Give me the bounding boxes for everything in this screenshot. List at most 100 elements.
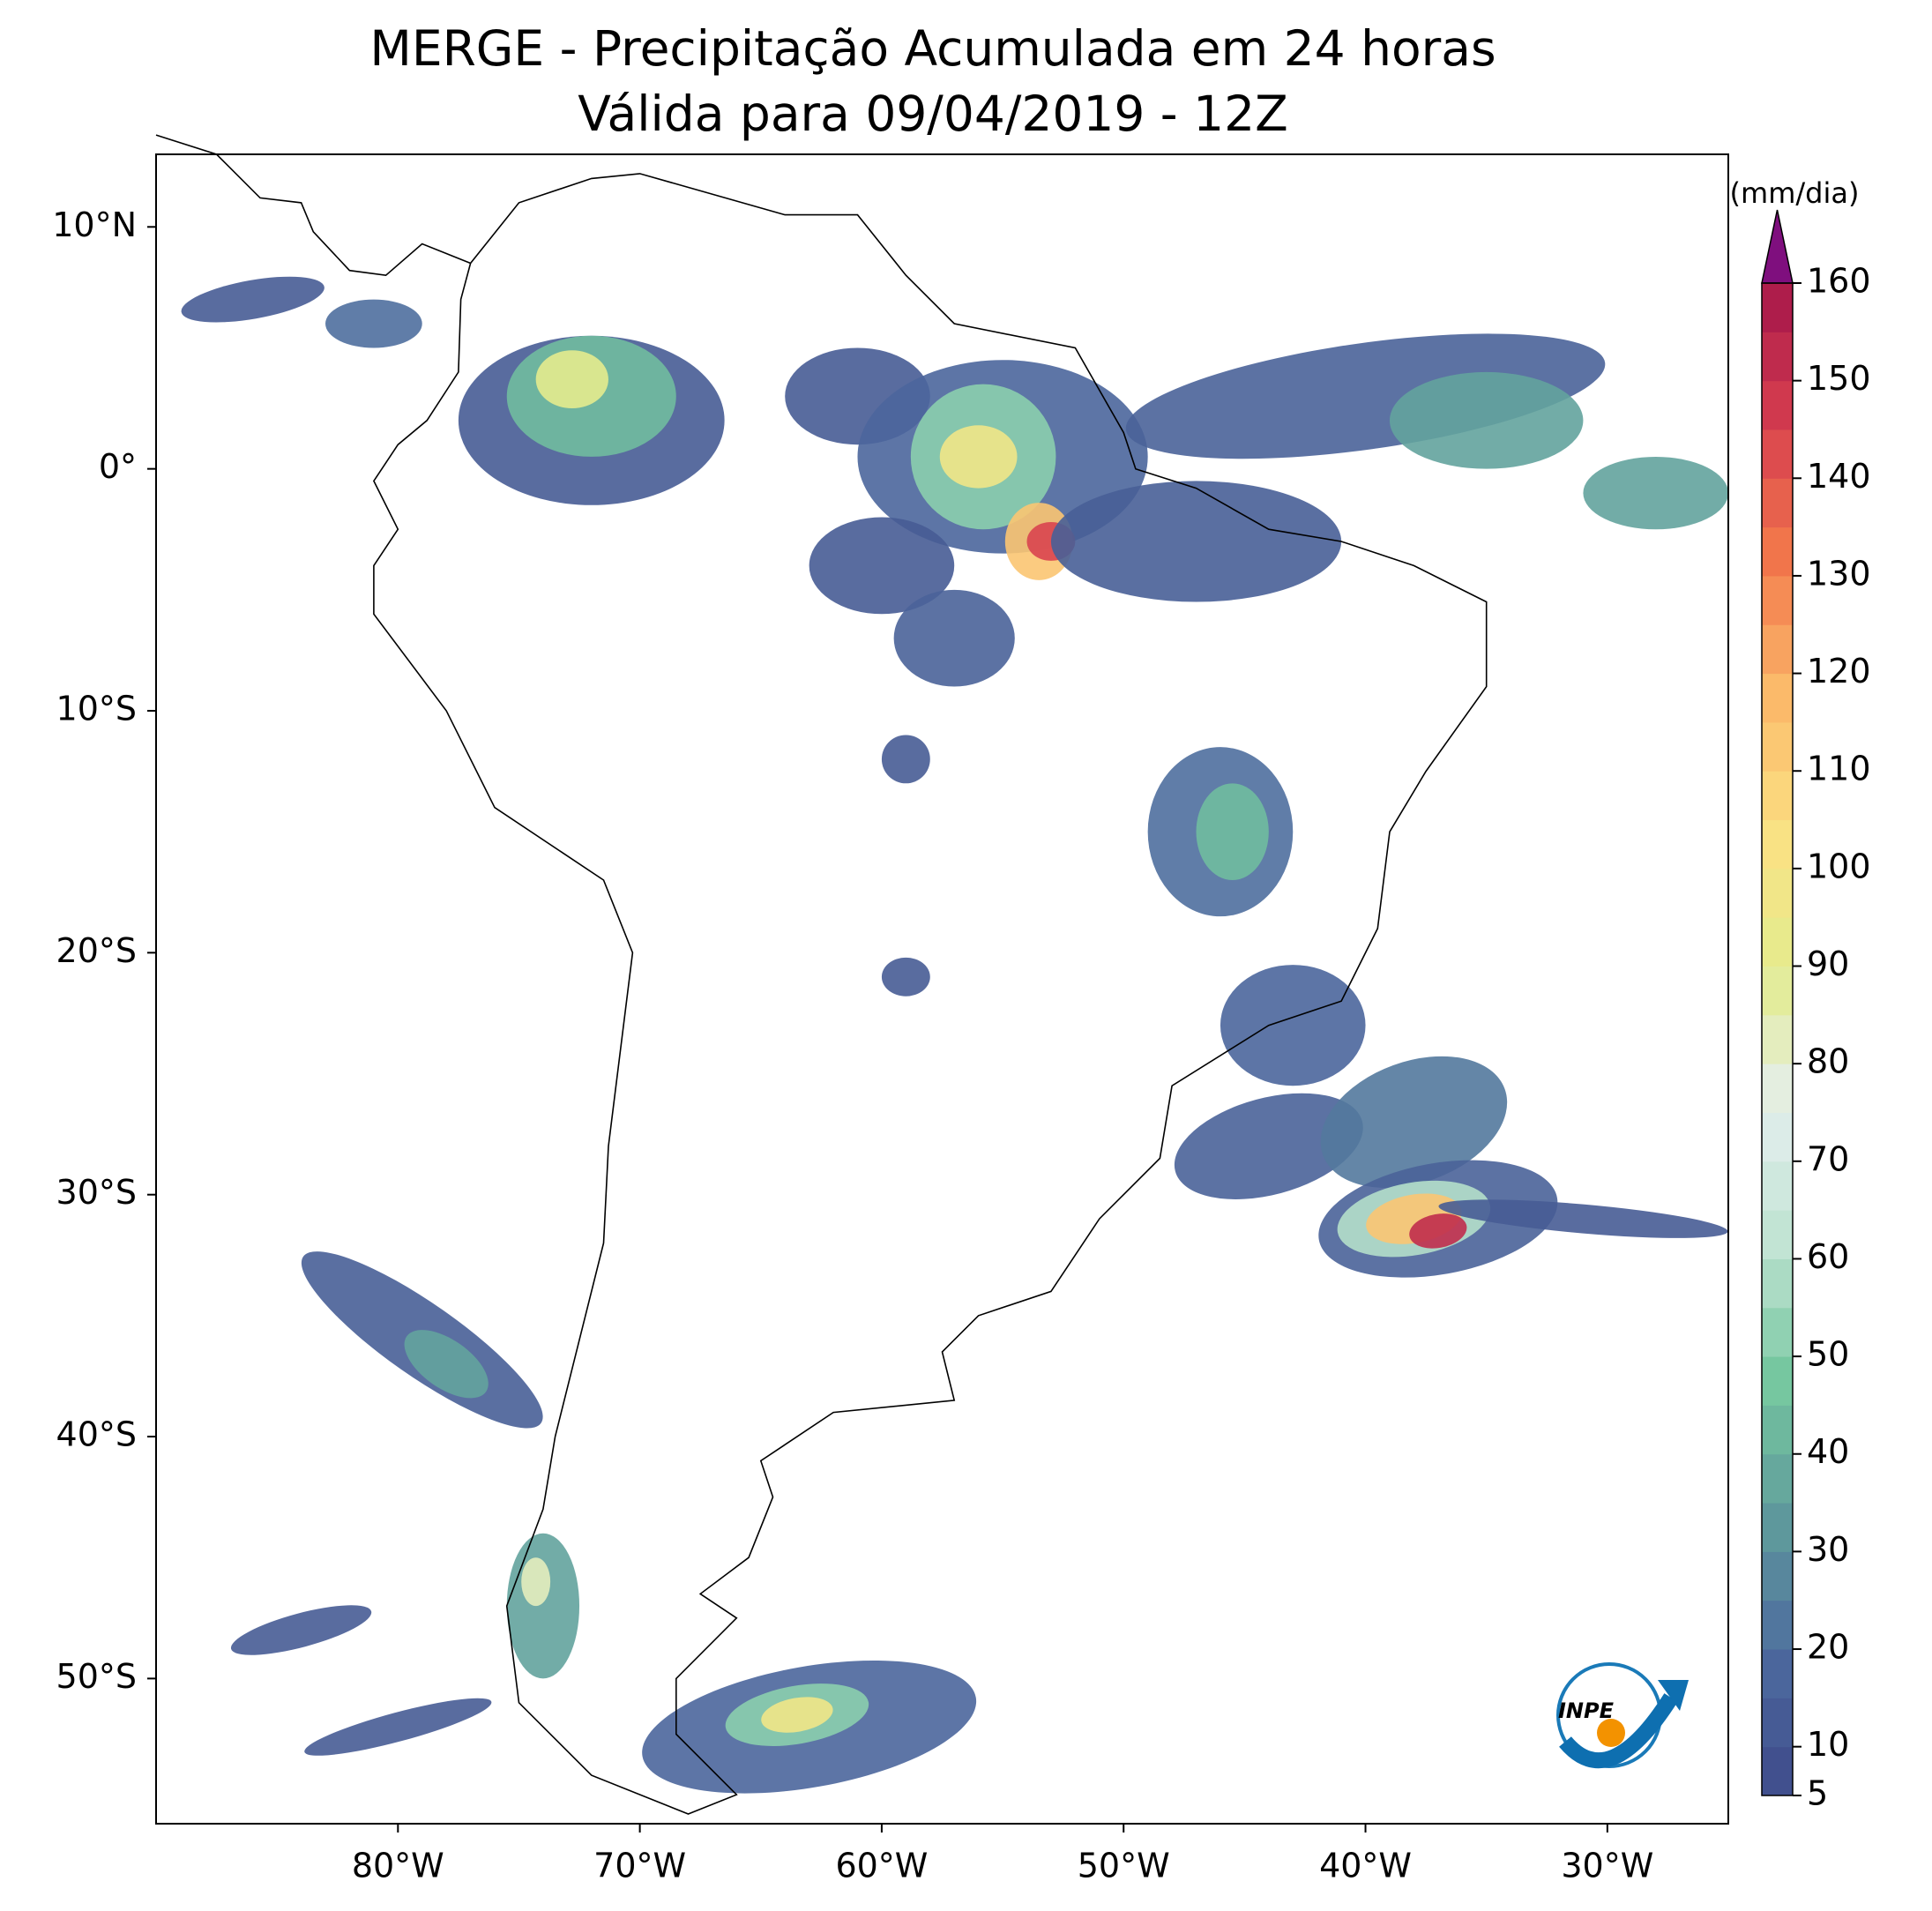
colorbar-segment: [1762, 380, 1793, 430]
rain-area: [1174, 1093, 1363, 1199]
colorbar-segment: [1762, 1356, 1793, 1406]
rain-area: [881, 735, 930, 784]
map-frame: [155, 153, 1729, 1825]
colorbar-tick-label: 110: [1807, 750, 1871, 788]
colorbar-tick-label: 150: [1807, 359, 1871, 398]
rain-area: [1320, 1056, 1508, 1188]
colorbar-segment: [1762, 332, 1793, 382]
colorbar-tick-label: 120: [1807, 652, 1871, 690]
title-line: MERGE - Precipitação Acumulada em 24 hor…: [369, 20, 1496, 77]
colorbar-tick-label: 20: [1807, 1628, 1849, 1667]
colorbar-segment: [1762, 575, 1793, 625]
colorbar-segment: [1762, 478, 1793, 528]
colorbar-segment: [1762, 1307, 1793, 1357]
colorbar-segment: [1762, 1453, 1793, 1504]
colorbar-label: (mm/dia): [1730, 176, 1860, 210]
rain-area: [1438, 1199, 1728, 1238]
rain-area: [1389, 371, 1584, 469]
rain-area: [881, 957, 930, 997]
precipitation-field: [181, 276, 1728, 1794]
coastline: [372, 173, 1488, 1815]
colorbar-tick-label: 40: [1807, 1432, 1849, 1471]
y-tick-label: 10°N: [52, 205, 137, 244]
colorbar-tick-label: 30: [1807, 1530, 1849, 1569]
y-tick-label: 10°S: [56, 690, 137, 728]
rain-area: [230, 1605, 372, 1655]
rain-area: [1125, 333, 1606, 459]
colorbar-segment: [1762, 1405, 1793, 1455]
rain-area: [521, 1557, 551, 1607]
rain-area: [325, 299, 422, 348]
rain-area: [506, 1533, 580, 1679]
colorbar-segment: [1762, 673, 1793, 723]
colorbar-tick-label: 100: [1807, 847, 1871, 885]
colorbar: (mm/dia) 5 10 20 30 40 50 60 70 80 90 100 110 120 130 1…: [1730, 176, 1871, 1813]
rain-area: [535, 350, 608, 409]
x-tick-label: 80°W: [352, 1847, 444, 1885]
rain-area: [939, 425, 1018, 489]
colorbar-segment: [1762, 721, 1793, 772]
axes: 80°W 70°W 60°W 50°W 40°W 30°W 10°N 0° 10°S 20°S 30…: [52, 205, 1653, 1885]
x-tick-label: 60°W: [835, 1847, 928, 1885]
colorbar-tick-label: 160: [1807, 262, 1871, 301]
colorbar-tick-label: 10: [1807, 1725, 1849, 1764]
colorbar-segment: [1762, 1064, 1793, 1113]
colorbar-segment: [1762, 1112, 1793, 1162]
title-line: Válida para 09/04/2019 - 12Z: [578, 86, 1288, 142]
colorbar-segment: [1762, 868, 1793, 918]
colorbar-segment: [1762, 1649, 1793, 1698]
colorbar-tick-label: 70: [1807, 1139, 1849, 1178]
coastlines: [155, 134, 1488, 1815]
colorbar-tick-label: 80: [1807, 1042, 1849, 1081]
colorbar-segment: [1762, 1161, 1793, 1211]
rain-area: [404, 1330, 489, 1399]
colorbar-segment: [1762, 1746, 1793, 1796]
colorbar-segment: [1762, 1600, 1793, 1650]
x-tick-label: 30°W: [1561, 1847, 1653, 1885]
colorbar-segment: [1762, 1258, 1793, 1309]
x-tick-label: 50°W: [1078, 1847, 1170, 1885]
y-tick-label: 50°S: [56, 1657, 137, 1696]
logo-arrow: [1559, 1693, 1678, 1769]
rain-area: [809, 517, 955, 615]
colorbar-segment: [1762, 771, 1793, 821]
colorbar-segment: [1762, 429, 1793, 479]
y-tick-label: 40°S: [56, 1415, 137, 1454]
rain-area: [1196, 783, 1269, 881]
colorbar-segment: [1762, 1014, 1793, 1064]
x-tick-label: 70°W: [593, 1847, 686, 1885]
colorbar-segment: [1762, 1698, 1793, 1748]
colorbar-segment: [1762, 1503, 1793, 1552]
colorbar-frame: [1761, 282, 1794, 1796]
logo: INPE: [1556, 1662, 1689, 1769]
coastline: [155, 134, 471, 277]
rain-area: [1409, 1213, 1467, 1249]
logo-dot: [1597, 1719, 1625, 1747]
colorbar-segment: [1762, 624, 1793, 675]
y-tick-label: 0°: [99, 447, 137, 486]
rain-area: [304, 1698, 492, 1756]
x-tick-label: 40°W: [1319, 1847, 1412, 1885]
rain-area: [893, 589, 1015, 687]
colorbar-segment: [1762, 819, 1793, 870]
colorbar-tick-label: 5: [1807, 1774, 1828, 1813]
y-tick-label: 20°S: [56, 931, 137, 970]
y-tick-label: 30°S: [56, 1173, 137, 1212]
rain-area: [1220, 965, 1366, 1086]
colorbar-segment: [1762, 1551, 1793, 1601]
rain-area: [1583, 456, 1728, 530]
colorbar-segment: [1762, 917, 1793, 967]
colorbar-tick-label: 60: [1807, 1237, 1849, 1276]
colorbar-segment: [1762, 283, 1793, 332]
rain-area: [1050, 481, 1342, 602]
rain-area: [181, 276, 324, 323]
logo-arrow-head: [1658, 1680, 1689, 1711]
colorbar-extension: [1761, 209, 1794, 284]
rain-area: [761, 1697, 833, 1733]
colorbar-tick-label: 140: [1807, 457, 1871, 496]
colorbar-tick-label: 90: [1807, 944, 1849, 983]
colorbar-tick-label: 50: [1807, 1335, 1849, 1374]
colorbar-segment: [1762, 966, 1793, 1016]
